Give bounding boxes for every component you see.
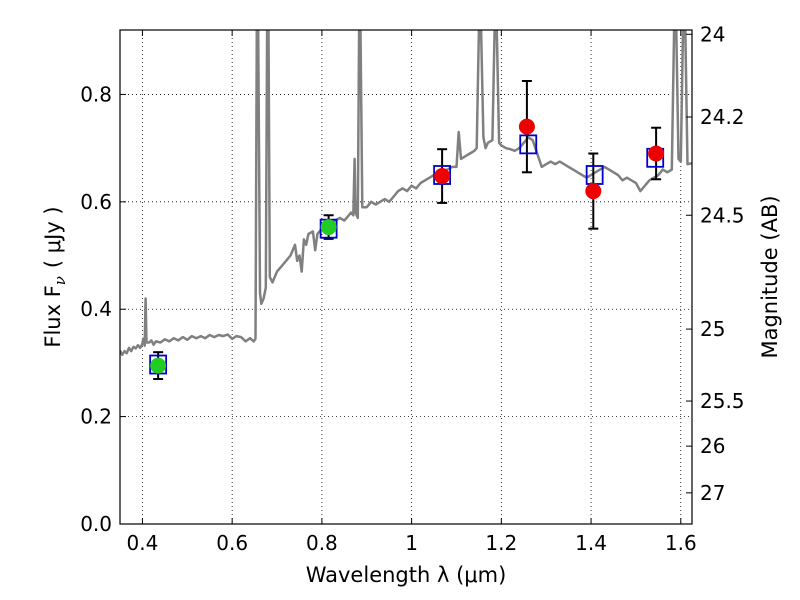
y2-tick-label-3: 25 [700,317,725,341]
x-axis-label: Wavelength λ (μm) [306,563,507,587]
y2-tick-label-4: 25.5 [700,389,745,413]
x-tick-label-6: 1.6 [665,531,697,555]
plot-frame [119,29,693,525]
y2-tick-label-6: 27 [700,481,725,505]
y2-tick-label-0: 24 [700,22,725,46]
x-tick-label-3: 1 [405,531,418,555]
y2-tick-label-5: 26 [700,434,725,458]
x-tick-label-5: 1.4 [575,531,607,555]
grid [120,30,692,524]
x-axis-ticks: 0.4 0.6 0.8 1 1.2 1.4 1.6 [127,30,697,555]
y2-tick-label-2: 24.5 [700,203,745,227]
observed-point-0 [150,357,167,374]
model-spectrum-line [120,30,692,357]
observed-point-4 [585,183,602,200]
y2-axis-label: Magnitude (AB) [758,195,782,358]
model-box-3 [519,134,538,155]
y-axis-label: Flux Fν ( μJy ) [41,206,69,347]
y-tick-label-4: 0.8 [80,82,112,106]
observed-point-5 [648,145,665,162]
plot-background [120,30,692,524]
x-tick-label-4: 1.2 [485,531,517,555]
y-tick-label-2: 0.4 [80,297,112,321]
observed-point-3 [518,118,535,135]
y-tick-label-3: 0.6 [80,190,112,214]
observed-photometry-points [150,118,665,374]
y-tick-label-1: 0.2 [80,405,112,429]
observed-point-1 [320,219,337,236]
x-tick-label-0: 0.4 [127,531,159,555]
observed-point-2 [434,168,451,185]
x-tick-label-1: 0.6 [216,531,248,555]
y2-axis-ticks: 24 24.2 24.5 25 25.5 26 27 [686,22,745,505]
y-axis-label-main: Flux F [41,285,65,347]
y-axis-label-sub: ν [51,276,69,285]
y-tick-label-0: 0.0 [80,512,112,536]
y-axis-label-unit: ( μJy ) [41,206,65,268]
y2-tick-label-1: 24.2 [700,105,745,129]
x-tick-label-2: 0.8 [306,531,338,555]
y-axis-ticks: 0.0 0.2 0.4 0.6 0.8 [80,82,126,536]
